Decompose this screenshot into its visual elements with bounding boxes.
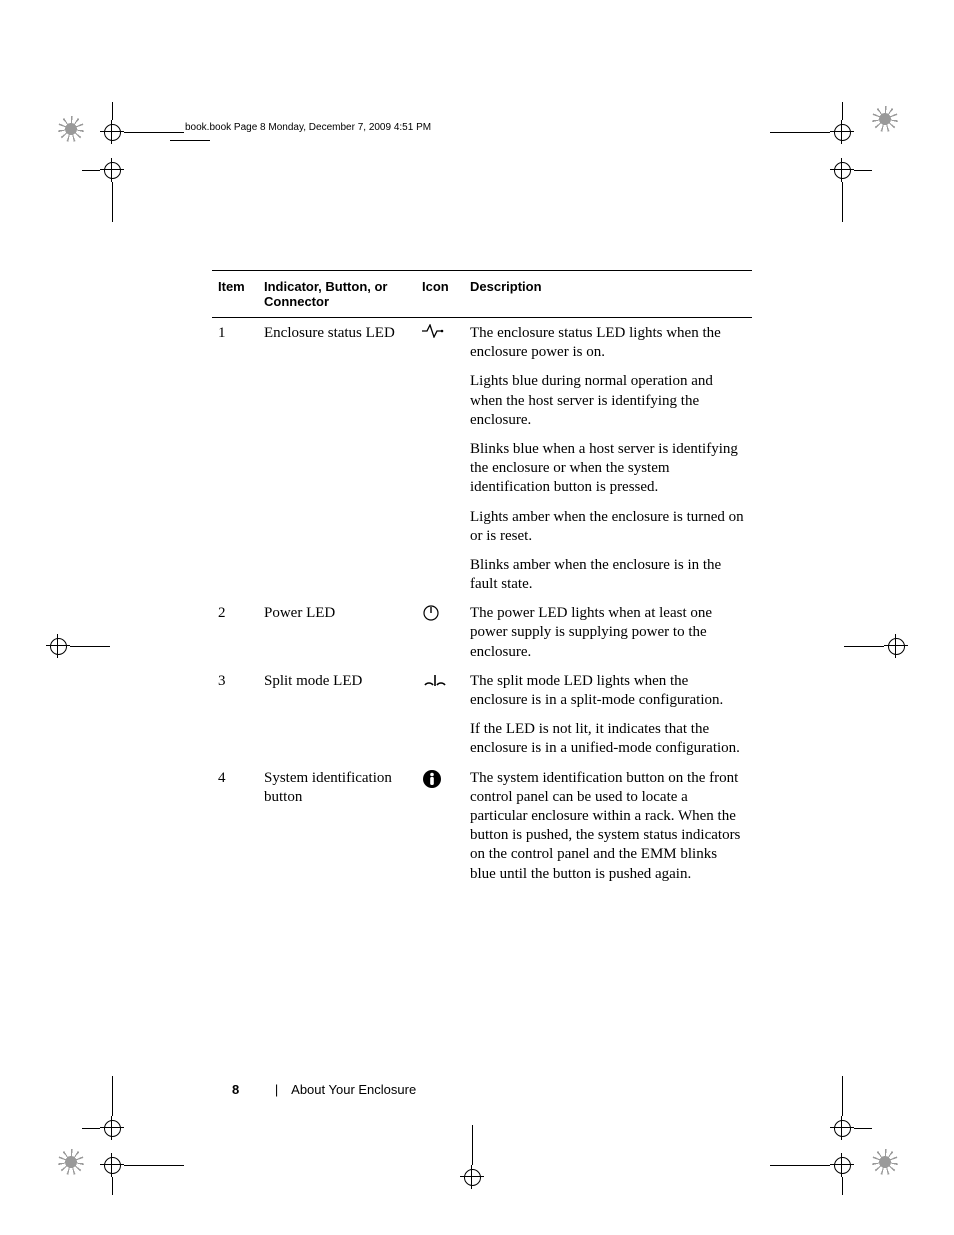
th-item: Item xyxy=(212,271,258,318)
register-mark-bottom xyxy=(460,1165,484,1189)
footer-separator: | xyxy=(275,1082,278,1097)
cell-item: 2 xyxy=(212,598,258,666)
desc-text: The split mode LED lights when the enclo… xyxy=(470,672,746,710)
cell-description: The system identification button on the … xyxy=(464,763,752,888)
cell-item: 1 xyxy=(212,318,258,599)
desc-text: Lights amber when the enclosure is turne… xyxy=(470,508,746,546)
crop-mark-tr xyxy=(872,106,898,132)
desc-text: Blinks amber when the enclosure is in th… xyxy=(470,556,746,594)
crop-mark-tl xyxy=(58,116,84,142)
activity-icon xyxy=(422,324,444,338)
table-header-row: Item Indicator, Button, or Connector Ico… xyxy=(212,271,752,318)
desc-text: Lights blue during normal operation and … xyxy=(470,372,746,430)
desc-text: The system identification button on the … xyxy=(470,769,746,884)
indicator-table: Item Indicator, Button, or Connector Ico… xyxy=(212,270,752,888)
cell-indicator: Split mode LED xyxy=(258,666,416,763)
register-mark-right xyxy=(884,634,908,658)
register-mark-tl xyxy=(100,120,124,144)
table-row: 2 Power LED The power LED lights when at… xyxy=(212,598,752,666)
th-icon: Icon xyxy=(416,271,464,318)
register-mark-left xyxy=(46,634,70,658)
register-mark-bl xyxy=(100,1116,124,1140)
cell-description: The split mode LED lights when the enclo… xyxy=(464,666,752,763)
crop-mark-br xyxy=(872,1149,898,1175)
register-mark-bl2 xyxy=(100,1153,124,1177)
register-mark-tr2 xyxy=(830,158,854,182)
register-mark-tr xyxy=(830,120,854,144)
register-mark-br2 xyxy=(830,1153,854,1177)
register-mark-tl2 xyxy=(100,158,124,182)
page-body: Item Indicator, Button, or Connector Ico… xyxy=(212,270,752,888)
identify-icon xyxy=(422,769,442,789)
desc-text: The power LED lights when at least one p… xyxy=(470,604,746,662)
cell-indicator: Enclosure status LED xyxy=(258,318,416,599)
running-header: book.book Page 8 Monday, December 7, 200… xyxy=(185,122,431,133)
page-footer: 8 | About Your Enclosure xyxy=(232,1082,416,1097)
cell-item: 3 xyxy=(212,666,258,763)
table-row: 1 Enclosure status LED The enclosure sta… xyxy=(212,318,752,599)
desc-text: If the LED is not lit, it indicates that… xyxy=(470,720,746,758)
th-indicator: Indicator, Button, or Connector xyxy=(258,271,416,318)
footer-section-title: About Your Enclosure xyxy=(291,1082,416,1097)
desc-text: Blinks blue when a host server is identi… xyxy=(470,440,746,498)
cell-indicator: Power LED xyxy=(258,598,416,666)
desc-text: The enclosure status LED lights when the… xyxy=(470,324,746,362)
crop-mark-bl xyxy=(58,1149,84,1175)
cell-description: The enclosure status LED lights when the… xyxy=(464,318,752,599)
cell-icon xyxy=(416,318,464,599)
register-mark-br xyxy=(830,1116,854,1140)
cell-description: The power LED lights when at least one p… xyxy=(464,598,752,666)
power-icon xyxy=(422,604,440,622)
cell-icon xyxy=(416,598,464,666)
cell-icon xyxy=(416,666,464,763)
cell-icon xyxy=(416,763,464,888)
th-description: Description xyxy=(464,271,752,318)
split-mode-icon xyxy=(422,672,448,688)
cell-indicator: System identification button xyxy=(258,763,416,888)
page-number: 8 xyxy=(232,1082,239,1097)
table-row: 4 System identification button The syste… xyxy=(212,763,752,888)
cell-item: 4 xyxy=(212,763,258,888)
head-rule xyxy=(170,140,210,141)
table-row: 3 Split mode LED The split mode LED ligh… xyxy=(212,666,752,763)
